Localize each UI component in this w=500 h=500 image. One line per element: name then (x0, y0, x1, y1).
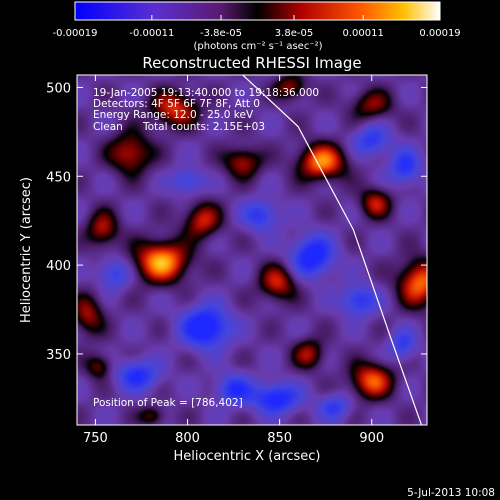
detectors-text: Detectors: 4F 5F 6F 7F 8F, Att 0 (93, 98, 260, 110)
colorbar-units-label: (photons cm⁻² s⁻¹ asec⁻²) (193, 41, 322, 52)
method-text: Clean (93, 121, 123, 133)
colorbar-tick-labels: -0.00019 -0.00011 -3.8e-05 3.8e-05 0.00011 0.… (53, 28, 461, 39)
colorbar-tick-label: 3.8e-05 (275, 28, 313, 39)
y-tick-label: 500 (46, 81, 71, 96)
x-tick-label: 900 (359, 431, 384, 446)
x-axis-label: Heliocentric X (arcsec) (174, 449, 321, 464)
peak-position-text: Position of Peak = [786,402] (93, 397, 243, 409)
colorbar-tick-label: 0.00019 (419, 28, 460, 39)
x-axis-ticks: 750 800 850 900 (83, 75, 384, 446)
total-counts-text: Total counts: 2.15E+03 (142, 121, 265, 133)
chart-title: Reconstructed RHESSI Image (142, 54, 361, 72)
solar-limb-line (242, 75, 423, 425)
heatmap-image (77, 75, 427, 425)
energy-range-text: Energy Range: 12.0 - 25.0 keV (93, 109, 254, 121)
y-tick-label: 350 (46, 348, 71, 363)
colorbar-tick-label: 0.00011 (342, 28, 383, 39)
colorbar-ticks (74, 15, 441, 20)
time-range-text: 19-Jan-2005 19:13:40.000 to 19:18:36.000 (93, 87, 319, 99)
y-axis-label: Heliocentric Y (arcsec) (19, 177, 34, 323)
y-tick-label: 400 (46, 259, 71, 274)
y-axis-ticks: 350 400 450 500 (46, 81, 427, 363)
y-tick-label: 450 (46, 170, 71, 185)
colorbar-tick-label: -0.00011 (129, 28, 174, 39)
x-tick-label: 750 (83, 431, 108, 446)
plot-frame (76, 74, 428, 426)
footer-timestamp: 5-Jul-2013 10:08 (407, 487, 495, 499)
colorbar (74, 1, 441, 21)
colorbar-tick-label: -3.8e-05 (200, 28, 242, 39)
colorbar-tick-label: -0.00019 (53, 28, 98, 39)
x-tick-label: 800 (175, 431, 200, 446)
x-tick-label: 850 (267, 431, 292, 446)
